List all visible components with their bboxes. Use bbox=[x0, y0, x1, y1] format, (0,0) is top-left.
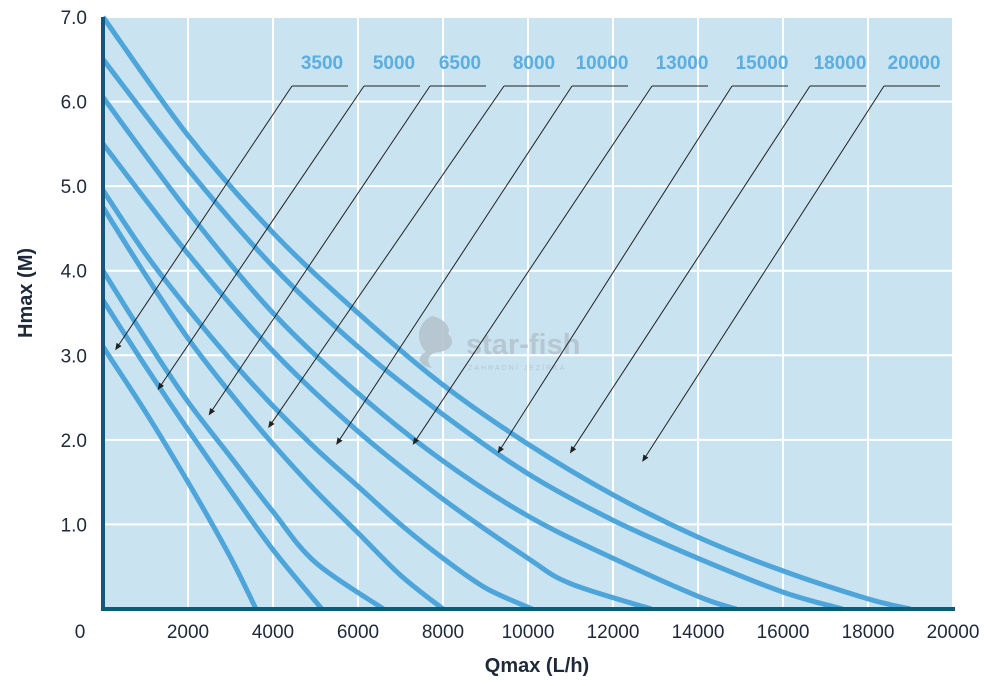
x-tick-label: 2000 bbox=[167, 622, 209, 643]
leader-arrow-15000 bbox=[497, 85, 733, 454]
y-tick-label: 4.0 bbox=[61, 262, 87, 283]
x-tick-label: 6000 bbox=[337, 622, 379, 643]
watermark-tagline: ZAHRADNÍ JEZÍRKA bbox=[468, 363, 567, 372]
tick-labels: 0 2000 4000 6000 8000 10000 12000 14000 16000 180… bbox=[61, 8, 980, 643]
pump-curves bbox=[100, 15, 912, 612]
series-label-3500: 3500 bbox=[301, 53, 343, 74]
pump-curve-3500 bbox=[100, 345, 259, 611]
y-axis-title: Hmax (M) bbox=[15, 248, 37, 338]
leader-arrow-3500 bbox=[115, 85, 293, 351]
pump-curve-18000 bbox=[101, 57, 844, 612]
leader-arrow-18000 bbox=[569, 85, 811, 454]
leader-arrow-10000 bbox=[336, 85, 573, 445]
y-tick-label: 2.0 bbox=[61, 431, 87, 452]
pump-curve-13000 bbox=[101, 142, 653, 612]
watermark-name: star-fish bbox=[466, 329, 580, 361]
series-label-20000: 20000 bbox=[888, 53, 941, 74]
x-axis-title: Qmax (L/h) bbox=[485, 655, 589, 677]
leader-arrow-6500 bbox=[208, 85, 431, 416]
fish-icon bbox=[418, 316, 453, 368]
series-label-13000: 13000 bbox=[656, 53, 709, 74]
pump-curve-5000 bbox=[100, 298, 324, 611]
series-label-10000: 10000 bbox=[576, 53, 629, 74]
leader-arrow-20000 bbox=[642, 85, 885, 462]
y-tick-label: 3.0 bbox=[61, 346, 87, 367]
series-label-6500: 6500 bbox=[439, 53, 481, 74]
pump-curve-10000 bbox=[100, 188, 534, 612]
leader-arrow-5000 bbox=[157, 85, 365, 390]
series-annotations: 3500 5000 6500 8000 10000 13000 15000 18000 2000… bbox=[115, 53, 941, 462]
x-tick-label: 14000 bbox=[672, 622, 725, 643]
leader-arrow-8000 bbox=[268, 85, 505, 428]
pump-curve-15000 bbox=[100, 95, 738, 612]
pump-curve-8000 bbox=[100, 205, 445, 611]
x-tick-label: 18000 bbox=[842, 622, 895, 643]
x-tick-label: 0 bbox=[75, 622, 86, 643]
grid-lines bbox=[103, 16, 954, 609]
leader-arrow-13000 bbox=[412, 85, 653, 445]
x-tick-label: 20000 bbox=[927, 622, 980, 643]
series-label-5000: 5000 bbox=[373, 53, 415, 74]
x-tick-label: 12000 bbox=[587, 622, 640, 643]
series-label-8000: 8000 bbox=[513, 53, 555, 74]
series-label-18000: 18000 bbox=[814, 53, 867, 74]
x-tick-label: 8000 bbox=[422, 622, 464, 643]
y-tick-label: 7.0 bbox=[61, 8, 87, 29]
pump-curve-6500 bbox=[100, 269, 385, 612]
series-label-15000: 15000 bbox=[736, 53, 789, 74]
y-tick-label: 6.0 bbox=[61, 93, 87, 114]
x-tick-label: 4000 bbox=[252, 622, 294, 643]
x-tick-label: 16000 bbox=[757, 622, 810, 643]
x-tick-label: 10000 bbox=[502, 622, 555, 643]
y-tick-label: 1.0 bbox=[61, 515, 87, 536]
watermark-logo: star-fish ZAHRADNÍ JEZÍRKA bbox=[418, 316, 580, 372]
y-tick-label: 5.0 bbox=[61, 177, 87, 198]
pump-curve-20000 bbox=[100, 15, 912, 612]
